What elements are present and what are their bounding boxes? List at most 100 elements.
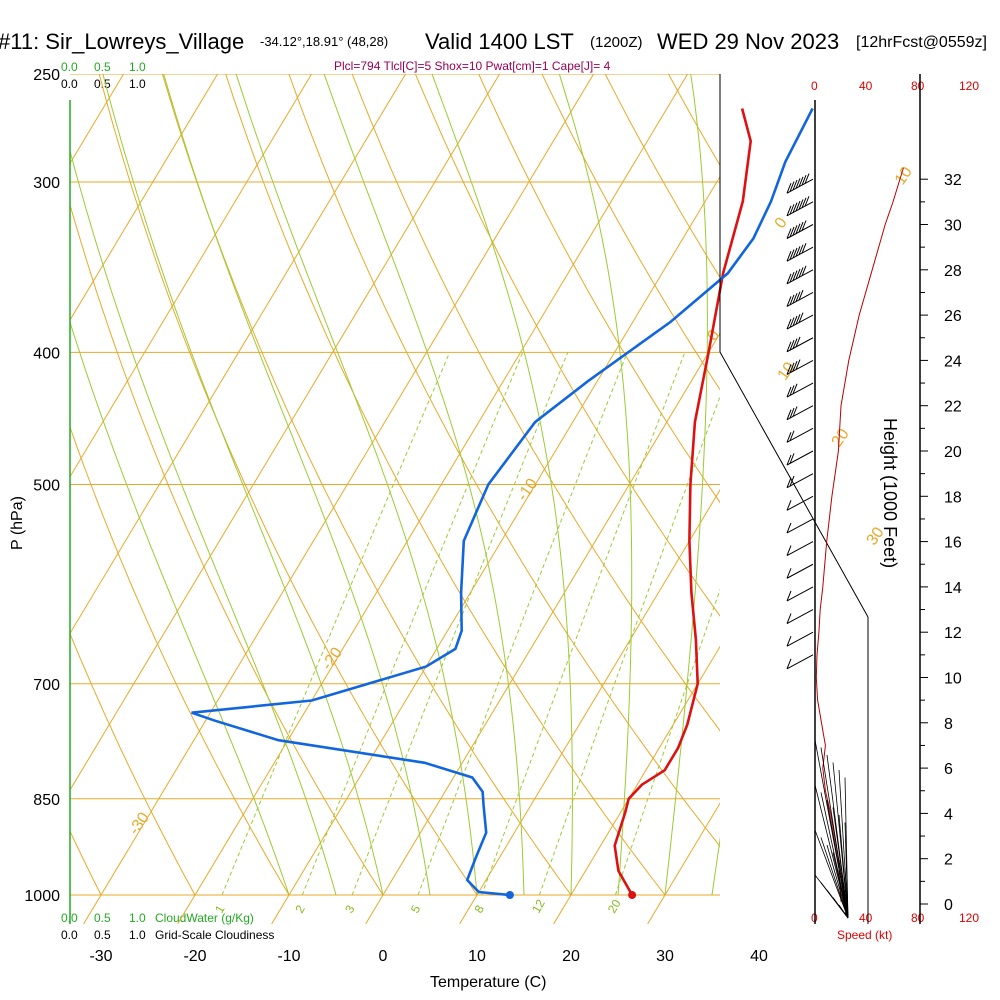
cloudwater-scale-top-0: 0.0: [61, 60, 78, 74]
wind-barb: [786, 495, 814, 511]
wind-barb-flag: [801, 220, 807, 231]
speed-scale-top-2: 80: [911, 79, 925, 93]
pressure-tick-label: 1000: [24, 888, 60, 905]
temperature-line: [613, 108, 753, 896]
isotherm-line: [271, 175, 720, 924]
wind-barb: [786, 563, 814, 579]
wind-barb-flag: [786, 228, 792, 239]
wind-barb-flag: [789, 317, 795, 328]
wind-barb-flag: [795, 223, 801, 234]
isotherm-line: [553, 645, 720, 924]
wind-barb-flag: [792, 202, 798, 213]
height-tick-label: 20: [944, 444, 962, 461]
cloudwater-label: CloudWater (g/Kg): [155, 911, 254, 925]
wind-barb-flag: [786, 205, 792, 217]
wind-barb-flag: [786, 477, 792, 488]
wind-barb-flag: [789, 362, 795, 373]
height-tick-label: 30: [944, 218, 962, 235]
wind-barb: [786, 382, 814, 398]
wind-barb-flag: [786, 386, 792, 398]
wind-barb-flag: [789, 475, 795, 487]
dry-adiabat-line: [70, 425, 290, 896]
speed-scale-bottom-3: 120: [959, 911, 979, 925]
isotherm-line: [70, 74, 501, 791]
parcel-params: Plcl=794 Tlcl[C]=5 Shox=10 Pwat[cm]=1 Ca…: [334, 59, 611, 73]
wind-barb-flag: [792, 315, 798, 327]
wind-barb-flag: [801, 242, 807, 254]
wind-barb-flag: [786, 568, 792, 579]
dry-adiabat-line: [161, 74, 572, 896]
low-level-wind-stroke: [838, 859, 849, 919]
x-axis-label: Temperature (C): [430, 974, 546, 991]
pressure-tick-label: 250: [33, 67, 60, 84]
wind-barb: [786, 609, 814, 624]
wind-barb: [786, 336, 814, 353]
dry-adiabat-line: [98, 74, 478, 896]
wind-barb-flag: [798, 221, 804, 233]
wind-barb-shaft: [786, 563, 814, 579]
height-tick-label: 32: [944, 172, 962, 189]
speed-scale-top-3: 120: [959, 79, 979, 93]
wind-barb-shaft: [786, 405, 814, 421]
cloudwater-scale-top-1: 0.5: [94, 60, 111, 74]
wind-barb-flag: [804, 173, 810, 184]
wind-barb: [786, 541, 814, 557]
low-level-wind-stroke: [826, 799, 849, 919]
wind-barb-shaft: [786, 201, 814, 217]
speed-axis-label: Speed (kt): [837, 928, 892, 942]
pressure-tick-label: 700: [33, 677, 60, 694]
wind-barb-flag: [786, 636, 792, 647]
wind-barb-shaft: [786, 382, 814, 398]
cloudiness-label: Grid-Scale Cloudiness: [155, 928, 274, 942]
station-coords: -34.12°,18.91° (48,28): [260, 34, 388, 49]
wind-barb-flag: [792, 383, 798, 395]
moist-adiabat-line: [70, 320, 290, 896]
height-tick-label: 14: [944, 580, 962, 597]
wind-barb: [786, 631, 814, 647]
wind-barb-flag: [789, 453, 795, 464]
x-tick-label: -30: [89, 948, 112, 965]
zulu-time: (1200Z): [590, 34, 643, 51]
wind-barb-shaft: [786, 609, 814, 624]
wind-barb-flag: [786, 364, 792, 375]
wind-barb-shaft: [786, 495, 814, 511]
wind-barb-flag: [795, 336, 801, 348]
dry-adiabat-line: [225, 74, 666, 896]
dewpoint-line: [191, 107, 814, 897]
wind-barb-flag: [789, 294, 795, 306]
wind-barb-flag: [789, 385, 795, 396]
height-tick-label: 26: [944, 308, 962, 325]
wind-barb-flag: [786, 590, 792, 602]
low-level-wind-stroke: [814, 784, 849, 919]
wind-barb: [786, 518, 814, 534]
wind-barb-flag: [789, 339, 795, 351]
low-level-wind-stroke: [838, 814, 849, 919]
height-tick-label: 10: [944, 671, 962, 688]
height-tick-label: 0: [944, 897, 953, 914]
height-tick-label: 22: [944, 399, 962, 416]
moist-adiabat-line: [235, 74, 478, 896]
pressure-tick-label: 400: [33, 345, 60, 362]
wind-barb-shaft: [786, 178, 814, 194]
wind-barb-flag: [801, 265, 807, 276]
height-tick-label: 24: [944, 353, 962, 370]
cloudiness-scale-bottom-0: 0.0: [61, 928, 78, 942]
mixing-ratio-label: 20: [605, 897, 624, 916]
wind-barb-flag: [786, 432, 792, 443]
height-tick-label: 4: [944, 806, 953, 823]
speed-scale-bottom-2: 80: [911, 911, 925, 925]
wind-barb-flag: [789, 249, 795, 260]
plot-area: [70, 74, 720, 924]
wind-barb-shaft: [786, 269, 814, 285]
low-level-wind-stroke: [820, 837, 849, 919]
wind-barb-flag: [786, 318, 792, 330]
wind-barb-flag: [789, 204, 795, 215]
wind-barb-flag: [792, 247, 798, 259]
cloudwater-scale-bottom-2: 1.0: [129, 911, 146, 925]
wind-barb-flag: [795, 268, 801, 280]
wind-barb: [786, 405, 814, 421]
wind-barb-flag: [786, 409, 792, 420]
surface-dewpoint-marker: [505, 891, 514, 899]
wind-barb-flag: [789, 226, 795, 238]
